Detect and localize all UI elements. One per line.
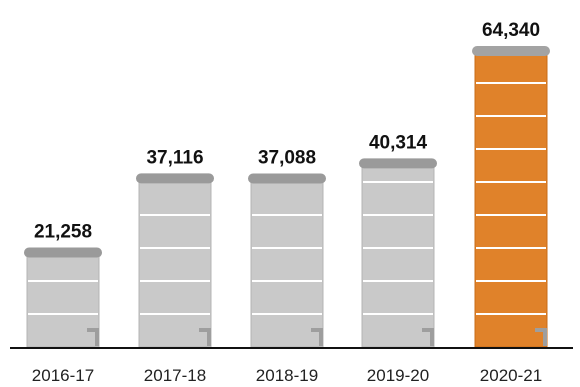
value-label: 37,088 xyxy=(258,147,316,168)
bar-2020-21 xyxy=(472,46,550,348)
category-label: 2020-21 xyxy=(480,366,542,385)
bar-spout xyxy=(535,328,547,346)
bar-spout xyxy=(87,328,99,346)
bar-body xyxy=(361,164,435,348)
bar-spout xyxy=(311,328,323,346)
value-labels-group: 21,258 37,116 37,088 40,314 64,340 xyxy=(34,20,540,243)
bar-cap xyxy=(359,158,437,169)
category-label: 2016-17 xyxy=(32,366,94,385)
bar-body xyxy=(250,179,324,348)
category-label: 2018-19 xyxy=(256,366,318,385)
bar-body xyxy=(138,179,212,348)
bar-2019-20 xyxy=(359,158,437,348)
bar-cap xyxy=(472,46,550,56)
value-label: 21,258 xyxy=(34,222,92,243)
category-label: 2017-18 xyxy=(144,366,206,385)
bar-2018-19 xyxy=(248,173,326,348)
value-label: 37,116 xyxy=(146,147,203,168)
bar-body xyxy=(474,52,548,348)
value-label: 40,314 xyxy=(369,132,428,153)
bar-spout xyxy=(422,328,434,346)
category-labels-group: 2016-17 2017-18 2018-19 2019-20 2020-21 xyxy=(32,366,542,385)
bar-cap xyxy=(136,173,214,184)
bar-cap xyxy=(248,173,326,184)
bar-cap xyxy=(24,247,102,258)
bars-group xyxy=(24,46,550,348)
bar-2017-18 xyxy=(136,173,214,348)
bar-spout xyxy=(199,328,211,346)
bar-body xyxy=(26,254,100,348)
bar-2016-17 xyxy=(24,247,102,348)
value-label: 64,340 xyxy=(482,20,540,41)
category-label: 2019-20 xyxy=(367,366,429,385)
